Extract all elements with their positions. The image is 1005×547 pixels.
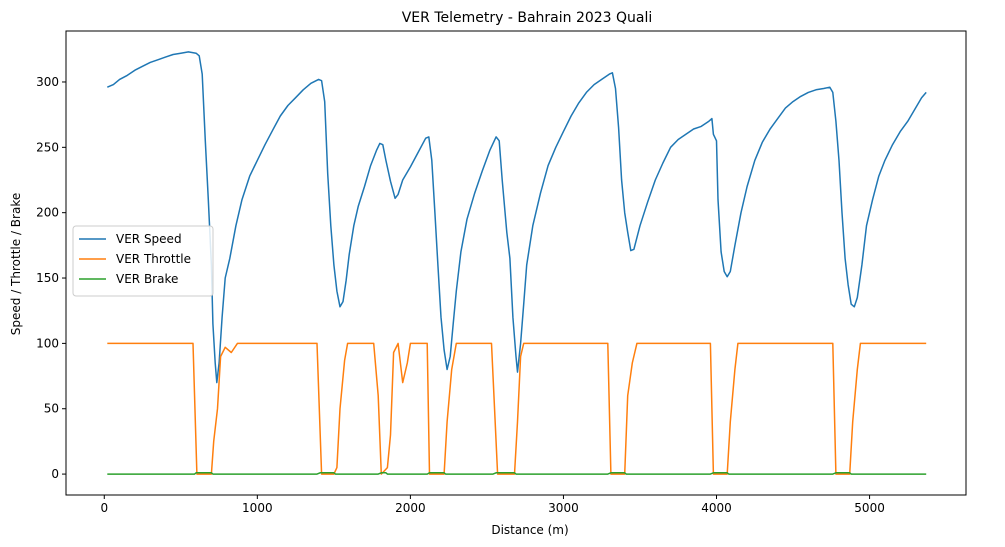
x-tick-label: 2000 [395,501,426,515]
chart-title: VER Telemetry - Bahrain 2023 Quali [402,10,653,26]
legend: VER Speed VER Throttle VER Brake [72,225,214,297]
y-tick-label: 250 [36,140,59,154]
y-tick-label: 300 [36,75,59,89]
x-tick-label: 3000 [548,501,579,515]
x-tick-label: 5000 [854,501,885,515]
series-line-ver-speed [107,51,927,384]
y-tick-label: 150 [36,271,59,285]
x-axis-label: Distance (m) [491,523,568,537]
x-tick-label: 0 [100,501,108,515]
series-layer [107,51,927,475]
y-axis-ticks: 0 50 100 150 200 250 300 [36,75,66,481]
y-tick-label: 200 [36,206,59,220]
y-tick-label: 0 [51,467,59,481]
legend-label-ver-throttle: VER Throttle [116,252,191,266]
y-tick-label: 50 [44,402,59,416]
y-tick-label: 100 [36,336,59,350]
legend-label-ver-speed: VER Speed [116,232,182,246]
series-line-ver-brake [107,472,927,475]
x-tick-label: 4000 [701,501,732,515]
x-tick-label: 1000 [242,501,273,515]
legend-label-ver-brake: VER Brake [116,272,178,286]
plot-frame [65,30,967,496]
series-line-ver-throttle [107,342,927,475]
legend-box [72,225,214,297]
y-axis-label: Speed / Throttle / Brake [9,193,23,335]
x-axis-ticks: 0 1000 2000 3000 4000 5000 [100,495,885,515]
